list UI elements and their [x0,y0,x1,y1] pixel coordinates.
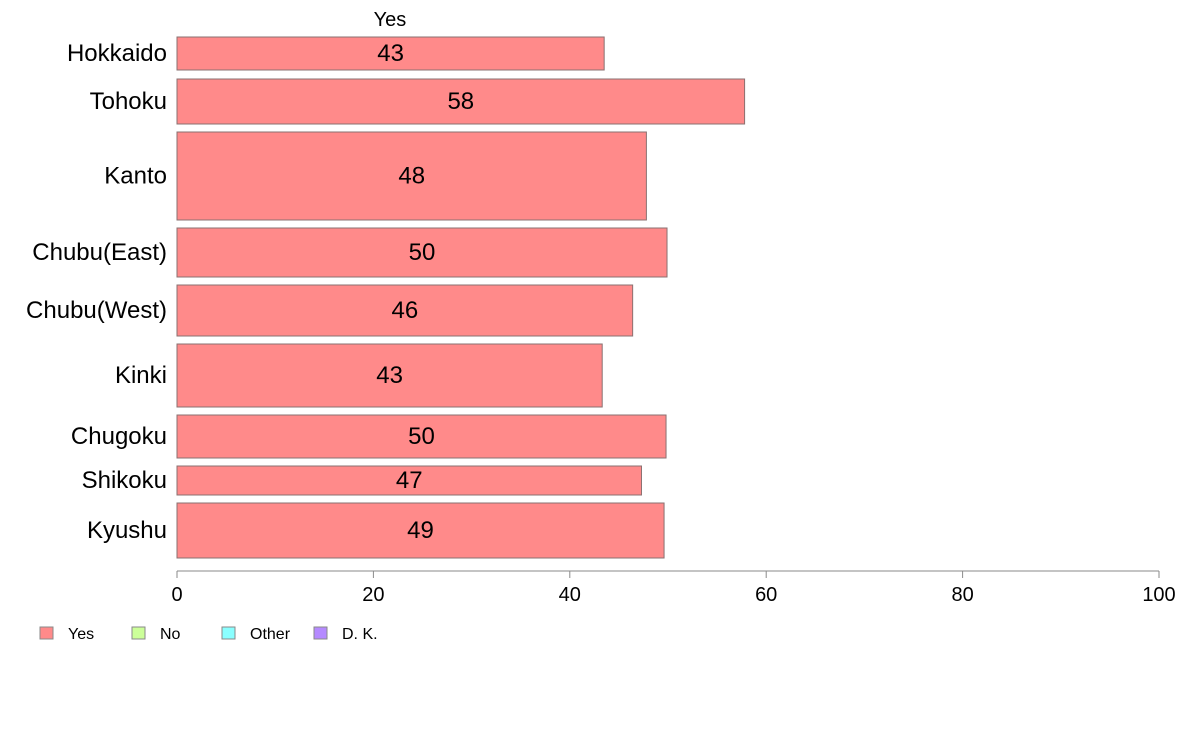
legend-swatch-d-k [313,626,328,640]
bars-group: Hokkaido 43 Tohoku 58 Kanto 48 Chubu(East) 50 Ch… [26,36,746,559]
bar-kyushu [176,502,665,559]
legend: Yes No Other D. K. [39,626,378,643]
category-label-tohoku: Tohoku [90,88,167,115]
category-label-chubu-west: Chubu(West) [26,297,167,324]
bar-kanto [176,131,647,221]
bar-chubu-west [176,284,634,337]
data-label-tohoku: 58 [447,88,474,115]
bar-chugoku [176,414,667,459]
category-label-shikoku: Shikoku [82,467,167,494]
data-label-kanto: 48 [398,163,425,190]
data-label-kinki: 43 [376,362,403,389]
data-label-chugoku: 50 [408,423,435,450]
legend-label-no: No [160,626,181,643]
bar-kinki [176,343,603,408]
category-label-kinki: Kinki [115,362,167,389]
legend-swatch-other [221,626,236,640]
data-label-shikoku: 47 [396,467,423,494]
legend-swatch-no [131,626,146,640]
legend-label-yes: Yes [68,626,94,643]
data-label-chubu-west: 46 [391,297,418,324]
x-tick-label-100: 100 [1142,584,1175,606]
data-label-kyushu: 49 [407,517,434,544]
x-axis: 0 20 40 60 80 100 [171,570,1176,606]
panel-title: Yes [374,9,407,31]
bar-chubu-east [176,227,668,278]
category-label-chubu-east: Chubu(East) [32,239,167,266]
legend-label-d-k: D. K. [342,626,378,643]
legend-label-other: Other [250,626,291,643]
legend-swatch-yes [39,626,54,640]
category-label-kyushu: Kyushu [87,517,167,544]
data-label-hokkaido: 43 [377,40,404,67]
category-label-kanto: Kanto [104,163,167,190]
category-label-chugoku: Chugoku [71,423,167,450]
data-label-chubu-east: 50 [409,239,436,266]
bar-shikoku [176,465,642,496]
x-tick-label-80: 80 [951,584,973,606]
x-tick-label-20: 20 [362,584,384,606]
x-tick-label-40: 40 [559,584,581,606]
x-tick-label-60: 60 [755,584,777,606]
bar-hokkaido [176,36,605,71]
x-tick-label-0: 0 [171,584,182,606]
bar-tohoku [176,78,746,125]
category-label-hokkaido: Hokkaido [67,40,167,67]
